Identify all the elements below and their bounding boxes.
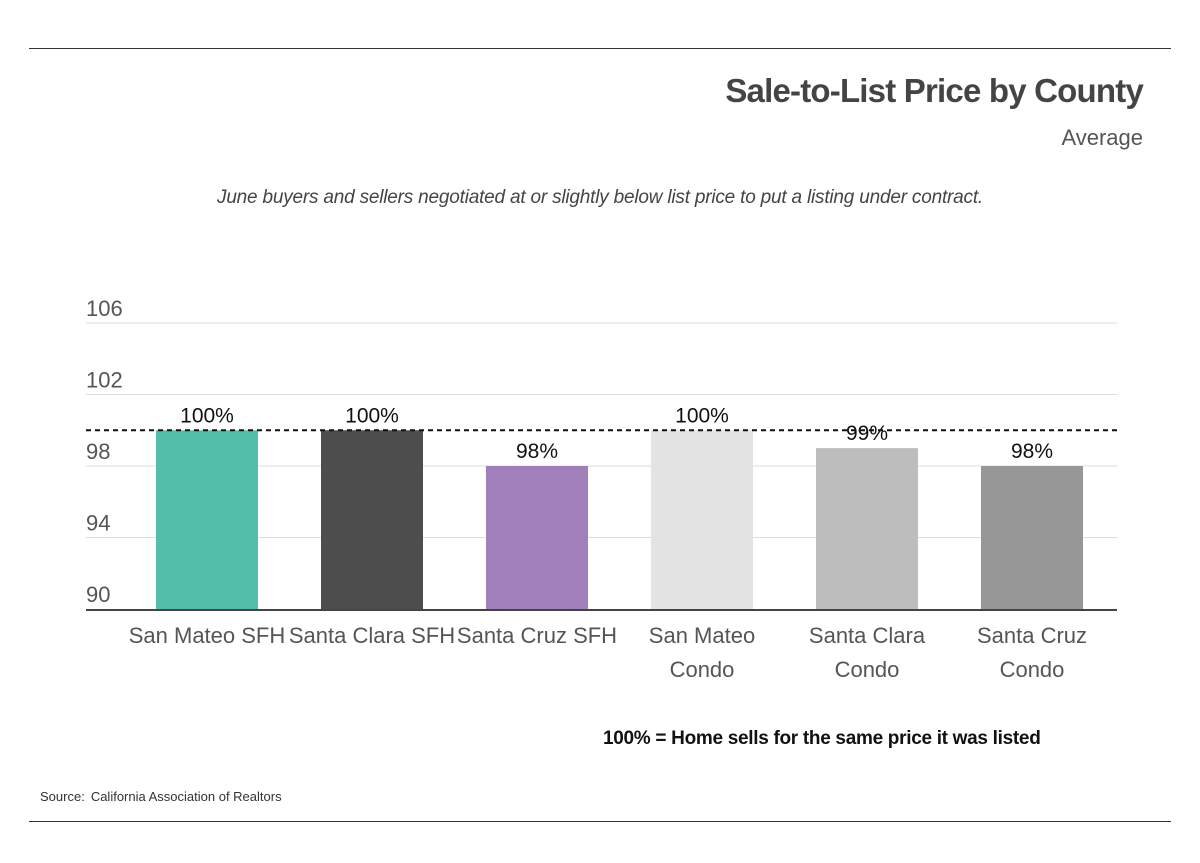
x-tick-label: Condo	[1000, 657, 1065, 682]
top-rule	[29, 48, 1171, 49]
y-tick-label: 106	[86, 296, 123, 321]
bar	[486, 466, 588, 609]
x-tick-label: Condo	[670, 657, 735, 682]
x-tick-label: San Mateo SFH	[129, 623, 286, 648]
x-tick-label: Condo	[835, 657, 900, 682]
chart-subtitle: Average	[1061, 125, 1143, 150]
bar	[156, 430, 258, 609]
y-tick-label: 90	[86, 582, 110, 607]
x-tick-label: Santa Clara SFH	[289, 623, 455, 648]
x-tick-label: San Mateo	[649, 623, 755, 648]
x-tick-label: Santa Cruz	[977, 623, 1087, 648]
data-label: 99%	[846, 422, 888, 445]
bar	[816, 448, 918, 609]
bar	[651, 430, 753, 609]
reference-note: 100% = Home sells for the same price it …	[603, 728, 1041, 749]
source-label: Source:	[40, 789, 85, 804]
bottom-rule	[29, 821, 1171, 822]
x-tick-label: Santa Clara	[809, 623, 926, 648]
x-tick-label: Santa Cruz SFH	[457, 623, 617, 648]
chart-title: Sale-to-List Price by County	[725, 72, 1143, 109]
y-tick-label: 94	[86, 511, 110, 536]
chart-caption: June buyers and sellers negotiated at or…	[217, 187, 983, 208]
data-label: 100%	[180, 404, 234, 427]
data-label: 100%	[675, 404, 729, 427]
source-text: California Association of Realtors	[90, 789, 282, 804]
bar	[321, 430, 423, 609]
data-label: 98%	[1011, 440, 1053, 463]
data-label: 100%	[345, 404, 399, 427]
y-tick-label: 102	[86, 368, 123, 393]
bar	[981, 466, 1083, 609]
data-label: 98%	[516, 440, 558, 463]
source-line: Source: California Association of Realtor…	[40, 789, 282, 804]
y-tick-label: 98	[86, 439, 110, 464]
